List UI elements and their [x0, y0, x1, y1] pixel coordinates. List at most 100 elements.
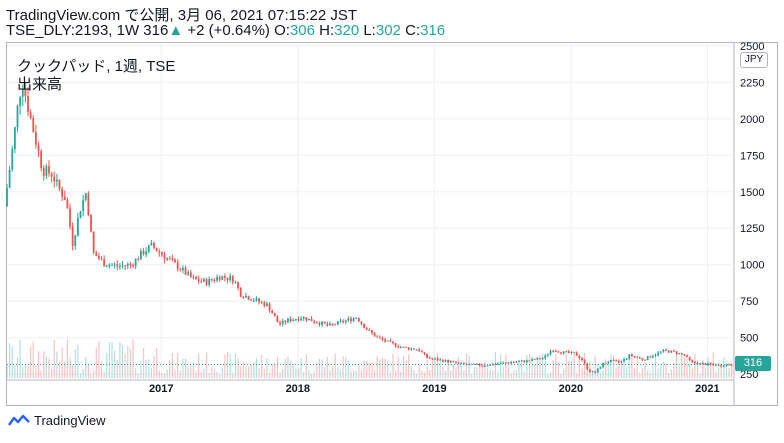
volume-bar	[51, 369, 53, 378]
volume-bar	[552, 360, 554, 378]
candle-body	[126, 263, 129, 266]
volume-bar	[352, 370, 355, 378]
candle-body	[620, 361, 623, 363]
candle-body	[108, 264, 111, 267]
candle-body	[342, 320, 344, 323]
volume-bar	[389, 372, 391, 378]
volume-bar	[602, 370, 604, 378]
volume-bar	[48, 358, 50, 378]
candle-body	[239, 287, 242, 297]
volume-bar	[373, 371, 376, 378]
volume-bar	[95, 347, 97, 378]
chart-frame[interactable]	[6, 42, 778, 406]
volume-bar	[24, 364, 26, 378]
candle-body	[339, 320, 342, 322]
candle-body	[662, 349, 665, 352]
volume-bar	[366, 360, 368, 378]
candle-body	[61, 189, 64, 197]
candle-body	[208, 278, 211, 286]
publish-info: TradingView.com で公開, 3月 06, 2021 07:15:2…	[6, 7, 358, 24]
candle-body	[426, 353, 429, 358]
candle-body	[691, 360, 694, 362]
candle-body	[596, 368, 599, 373]
volume-bar	[179, 370, 181, 378]
candle-body	[615, 360, 618, 362]
candle-body	[567, 351, 570, 353]
volume-bar	[129, 348, 132, 378]
candle-body	[258, 298, 260, 302]
volume-bar	[563, 369, 565, 378]
volume-bar	[712, 352, 714, 378]
candle-body	[153, 242, 155, 248]
volume-bar	[586, 369, 588, 378]
x-tick-label: 2017	[149, 383, 173, 395]
volume-bar	[19, 339, 21, 378]
volume-bar	[142, 347, 145, 378]
symbol-quote-line: TSE_DLY:2193, 1W 316▲ +2 (+0.64%) O:306 …	[6, 22, 445, 39]
candle-body	[696, 363, 699, 365]
candle-body	[142, 250, 145, 255]
candle-body	[134, 258, 137, 267]
candle-body	[292, 319, 295, 322]
volume-bar	[471, 373, 473, 378]
volume-bar	[318, 358, 321, 378]
candle-body	[610, 360, 612, 362]
volume-bar	[169, 360, 171, 378]
volume-bar	[665, 362, 667, 378]
volume-bar	[686, 358, 688, 378]
x-tick-label: 2021	[695, 383, 719, 395]
volume-bar	[247, 366, 250, 378]
volume-bar	[331, 366, 334, 378]
candle-body	[195, 277, 197, 280]
candle-body	[6, 187, 8, 207]
volume-bar	[678, 365, 680, 378]
volume-bar	[394, 371, 397, 378]
volume-bar	[505, 354, 507, 378]
footer-branding[interactable]: TradingView	[8, 413, 106, 428]
volume-bar	[599, 372, 602, 378]
candle-body	[150, 242, 153, 246]
volume-bar	[702, 359, 704, 378]
volume-bar	[287, 356, 289, 378]
volume-bar	[465, 353, 468, 378]
volume-bar	[675, 353, 678, 378]
volume-bar	[544, 357, 546, 378]
volume-bar	[339, 369, 342, 378]
volume-bar	[573, 353, 575, 378]
volume-bar	[56, 351, 58, 378]
candle-body	[646, 356, 649, 360]
low-value: 302	[375, 22, 401, 39]
volume-bar	[268, 372, 271, 378]
volume-bar	[190, 365, 192, 378]
candle-body	[231, 276, 234, 283]
volume-bar	[631, 355, 633, 378]
volume-bar	[232, 372, 234, 378]
candle-body	[276, 316, 279, 323]
candle-body	[216, 277, 218, 281]
close-label: C:	[405, 22, 421, 39]
volume-bar	[657, 368, 659, 378]
volume-bar	[694, 353, 696, 378]
candle-body	[132, 264, 134, 267]
volume-bar	[316, 363, 318, 378]
volume-bar	[121, 344, 124, 378]
volume-bar	[253, 362, 255, 378]
candle-body	[673, 350, 675, 352]
candle-body	[97, 256, 100, 259]
volume-bar	[360, 370, 363, 378]
candle-body	[105, 266, 108, 268]
candle-body	[557, 351, 560, 353]
volume-bar	[203, 368, 205, 378]
volume-bar	[699, 373, 701, 378]
volume-bar	[581, 368, 583, 378]
volume-bar	[715, 371, 717, 378]
candle-body	[203, 279, 205, 282]
candle-body	[489, 364, 492, 366]
candle-body	[554, 351, 557, 353]
candle-body	[560, 352, 562, 354]
volume-bar	[116, 359, 118, 378]
candle-body	[281, 320, 284, 325]
currency-badge[interactable]: JPY	[740, 52, 768, 68]
volume-bar	[405, 360, 407, 378]
